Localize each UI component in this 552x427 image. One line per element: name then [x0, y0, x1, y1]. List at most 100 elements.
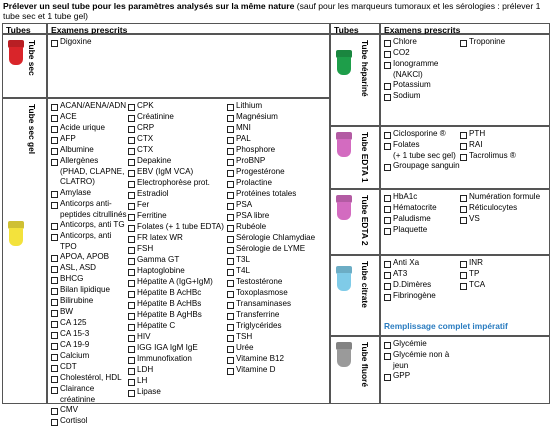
exam-item: T4L — [227, 266, 323, 277]
exam-text: Paludisme — [393, 214, 431, 223]
exam-text: Bilan lipidique — [60, 285, 110, 294]
exam-item: EBV (IgM VCA) — [128, 167, 226, 178]
exam-item: Allergènes (PHAD, CLAPNE, CLATRO) — [51, 156, 127, 188]
checkbox — [227, 346, 234, 353]
exam-item: Ionogramme (NAKCl) — [384, 59, 460, 80]
exam-text: LDH — [137, 365, 154, 374]
exam-text: Tacrolimus ® — [469, 151, 516, 160]
checkbox — [51, 115, 58, 122]
checkbox — [227, 137, 234, 144]
checkbox — [227, 115, 234, 122]
checkbox — [384, 261, 391, 268]
exam-item: Rubéole — [227, 222, 323, 233]
exam-item: IGG IGA IgM IgE — [128, 343, 226, 354]
exam-text: Calcium — [60, 351, 90, 360]
exam-item: CA 19-9 — [51, 340, 127, 351]
exam-item: Hépatite B AgHBs — [128, 310, 226, 321]
checkbox — [227, 214, 234, 221]
exam-item: Prolactine — [227, 178, 323, 189]
exam-text: Acide urique — [60, 123, 105, 132]
exam-text: CPK — [137, 101, 154, 110]
checkbox — [128, 137, 135, 144]
exam-item: VS — [460, 214, 548, 225]
header-cell: Tubes — [2, 23, 47, 35]
exam-item: Sérologie de LYME — [227, 244, 323, 255]
exam-item: Transaminases — [227, 299, 323, 310]
exam-text: TSH — [236, 332, 253, 341]
tube-cap — [336, 342, 352, 350]
exam-item: AT3 — [384, 269, 460, 280]
exam-item: Urée — [227, 343, 323, 354]
exam-text: Fer — [137, 200, 150, 209]
tube-cap — [336, 195, 352, 203]
exam-text: Bilirubine — [60, 296, 94, 305]
exam-item: Glycémie non à jeun — [384, 350, 460, 371]
checkbox — [128, 357, 135, 364]
tube-body — [337, 349, 351, 367]
exam-text: TCA — [469, 280, 486, 289]
checkbox — [51, 104, 58, 111]
exam-item: FSH — [128, 244, 226, 255]
exam-text: Protéines totales — [236, 189, 297, 198]
checkbox — [227, 280, 234, 287]
checkbox — [227, 258, 234, 265]
checkbox — [460, 206, 467, 213]
exam-item: CO2 — [384, 48, 460, 59]
exam-item: Anticorps anti-peptides citrullinés — [51, 199, 127, 220]
exam-item: Protéines totales — [227, 189, 323, 200]
exam-text: Glycémie — [393, 339, 427, 348]
exam-item: Lipase — [128, 387, 226, 398]
tube-cell — [330, 34, 380, 126]
exam-text: Anticorps, anti TG — [60, 220, 125, 229]
exam-text: CO2 — [393, 48, 410, 57]
exam-item: Ferritine — [128, 211, 226, 222]
checkbox — [51, 126, 58, 133]
header-cell: Tubes — [330, 23, 380, 35]
exam-text: Rubéole — [236, 222, 267, 231]
exam-item: CTX — [128, 134, 226, 145]
exam-text: Lithium — [236, 101, 263, 110]
checkbox — [227, 104, 234, 111]
checkbox — [460, 40, 467, 47]
exam-text: Urée — [236, 343, 254, 352]
exam-item: ACAN/AENA/ADN — [51, 101, 127, 112]
exam-text: INR — [469, 258, 483, 267]
exam-item: PAL — [227, 134, 323, 145]
checkbox — [128, 368, 135, 375]
checkbox — [128, 225, 135, 232]
exam-item: CTX — [128, 145, 226, 156]
exam-text: AT3 — [393, 269, 408, 278]
exam-text: EBV (IgM VCA) — [137, 167, 194, 176]
exam-item: Tacrolimus ® — [460, 151, 548, 162]
exam-cell — [380, 336, 550, 404]
exam-item: Haptoglobine — [128, 266, 226, 277]
exam-text: Groupage sanguin — [393, 161, 460, 170]
checkbox — [51, 376, 58, 383]
exam-cell — [380, 126, 550, 189]
exam-text: Hépatite B AcHBc — [137, 288, 202, 297]
exam-item: CMV — [51, 405, 127, 416]
exam-text: Lipase — [137, 387, 161, 396]
exam-text: Hématocrite — [393, 203, 437, 212]
checkbox — [384, 195, 391, 202]
checkbox — [384, 283, 391, 290]
checkbox — [51, 202, 58, 209]
exam-text: ASL, ASD — [60, 263, 96, 272]
exam-item: TCA — [460, 280, 548, 291]
checkbox — [384, 132, 391, 139]
checkbox — [128, 324, 135, 331]
checkbox — [128, 346, 135, 353]
exam-text: BW — [60, 307, 74, 316]
checkbox — [227, 324, 234, 331]
checkbox — [128, 280, 135, 287]
checkbox — [384, 164, 391, 171]
checkbox — [460, 261, 467, 268]
exam-text: Sérologie de LYME — [236, 244, 306, 253]
exam-text: FSH — [137, 244, 154, 253]
checkbox — [384, 94, 391, 101]
exam-item: Paludisme — [384, 214, 460, 225]
exam-item: Fer — [128, 200, 226, 211]
checkbox — [51, 365, 58, 372]
exam-text: AFP — [60, 134, 76, 143]
exam-item: Immunofixation — [128, 354, 226, 365]
